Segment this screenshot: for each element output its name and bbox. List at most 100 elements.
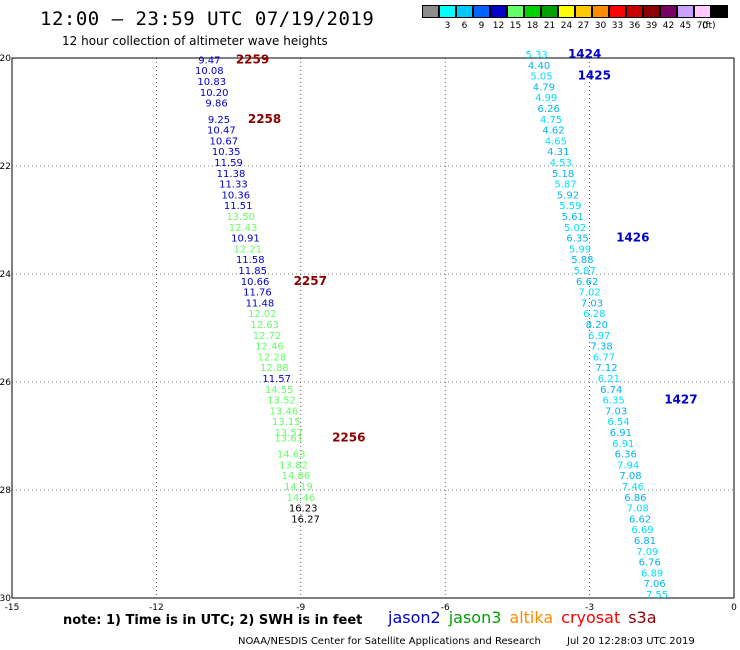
scale-swatch — [677, 5, 694, 18]
data-label: 7.38 — [591, 342, 613, 353]
data-label: 5.33 — [526, 50, 548, 61]
scale-label: 30 — [594, 21, 607, 31]
data-label: 12.72 — [253, 331, 282, 342]
scale-swatch — [592, 5, 609, 18]
data-label: 7.12 — [595, 363, 617, 374]
data-label: 5.88 — [571, 255, 593, 266]
scale-label: 9 — [478, 21, 485, 31]
legend-item: jason2 — [388, 608, 441, 627]
scale-swatch — [422, 5, 439, 18]
data-label: 11.51 — [224, 201, 253, 212]
data-label: 7.09 — [636, 547, 658, 558]
x-tick-label: -9 — [296, 603, 305, 613]
scale-swatch — [694, 5, 711, 18]
scale-label: 21 — [543, 21, 556, 31]
credit: NOAA/NESDIS Center for Satellite Applica… — [238, 636, 541, 647]
scale-label: 70 — [696, 21, 709, 31]
scale-swatch — [711, 5, 728, 18]
data-label: 13.46 — [270, 406, 299, 417]
data-label: 5.61 — [562, 212, 584, 223]
data-label: 9.86 — [205, 99, 227, 110]
scale-label: 3 — [444, 21, 451, 31]
data-label: 13.52 — [267, 396, 296, 407]
data-label: 7.02 — [578, 288, 600, 299]
data-label: 5.05 — [530, 72, 552, 83]
data-label: 10.91 — [231, 234, 260, 245]
data-label: 12.02 — [248, 309, 277, 320]
data-label: 6.62 — [629, 514, 651, 525]
data-label: 6.26 — [538, 104, 560, 115]
y-tick-label: -20 — [0, 54, 11, 64]
data-label: 8.20 — [586, 320, 608, 331]
data-label: 6.89 — [641, 568, 663, 579]
data-label: 10.66 — [241, 277, 270, 288]
scale-label: 27 — [577, 21, 590, 31]
scale-swatch — [507, 5, 524, 18]
legend-item: altika — [509, 608, 554, 627]
data-label: 11.33 — [219, 180, 248, 191]
data-label: 6.91 — [612, 439, 634, 450]
scale-swatch — [473, 5, 490, 18]
data-label: 5.18 — [552, 169, 574, 180]
data-label: 6.54 — [607, 417, 629, 428]
legend: jason2 jason3 altika cryosat s3a — [388, 608, 665, 627]
legend-item: s3a — [628, 608, 657, 627]
data-label: 12.28 — [258, 352, 287, 363]
time-label: 2256 — [332, 430, 365, 444]
data-label: 7.94 — [617, 460, 639, 471]
time-label: 1426 — [616, 231, 649, 245]
y-tick-label: -28 — [0, 486, 11, 496]
time-label: 1425 — [578, 69, 611, 83]
data-label: 13.61 — [274, 433, 303, 444]
scale-swatch — [643, 5, 660, 18]
data-label: 14.63 — [277, 450, 306, 461]
time-label: 2259 — [236, 52, 269, 66]
data-label: 10.08 — [195, 66, 224, 77]
y-tick-label: -22 — [0, 162, 11, 172]
time-label: 1424 — [568, 47, 601, 61]
data-label: 10.47 — [207, 126, 236, 137]
data-label: 14.55 — [265, 385, 294, 396]
data-label: 10.20 — [200, 88, 229, 99]
data-label: 7.08 — [627, 504, 649, 515]
data-label: 11.58 — [236, 255, 265, 266]
time-label: 1427 — [664, 393, 697, 407]
timestamp: Jul 20 12:28:03 UTC 2019 — [567, 636, 695, 647]
data-label: 6.86 — [624, 493, 646, 504]
scale-swatch — [558, 5, 575, 18]
data-label: 5.59 — [559, 201, 581, 212]
scale-swatch — [575, 5, 592, 18]
data-label: 4.62 — [542, 126, 564, 137]
scale-label: 33 — [611, 21, 624, 31]
data-label: 5.02 — [564, 223, 586, 234]
data-label: 5.87 — [574, 266, 596, 277]
scale-swatch — [456, 5, 473, 18]
data-label: 11.48 — [246, 298, 275, 309]
data-label: 6.35 — [566, 234, 588, 245]
y-tick-label: -30 — [0, 594, 11, 604]
scale-swatch — [439, 5, 456, 18]
x-tick-label: -15 — [5, 603, 20, 613]
data-label: 5.92 — [557, 190, 579, 201]
data-label: 6.76 — [639, 558, 661, 569]
data-label: 12.43 — [229, 223, 258, 234]
data-label: 13.15 — [272, 417, 301, 428]
scale-label: 45 — [679, 21, 692, 31]
scale-swatch — [660, 5, 677, 18]
data-label: 13.50 — [226, 212, 255, 223]
scale-label: 36 — [628, 21, 641, 31]
data-label: 4.31 — [547, 147, 569, 158]
data-label: 6.36 — [615, 450, 637, 461]
scale-swatch — [609, 5, 626, 18]
scale-label: 42 — [662, 21, 675, 31]
scale-label: 24 — [560, 21, 573, 31]
page-subtitle: 12 hour collection of altimeter wave hei… — [62, 34, 328, 48]
data-label: 10.36 — [221, 190, 250, 201]
data-label: 6.69 — [631, 525, 653, 536]
scale-label: 12 — [492, 21, 505, 31]
data-label: 16.27 — [291, 514, 320, 525]
data-label: 7.46 — [622, 482, 644, 493]
legend-item: jason3 — [448, 608, 502, 627]
data-label: 14.86 — [282, 471, 311, 482]
